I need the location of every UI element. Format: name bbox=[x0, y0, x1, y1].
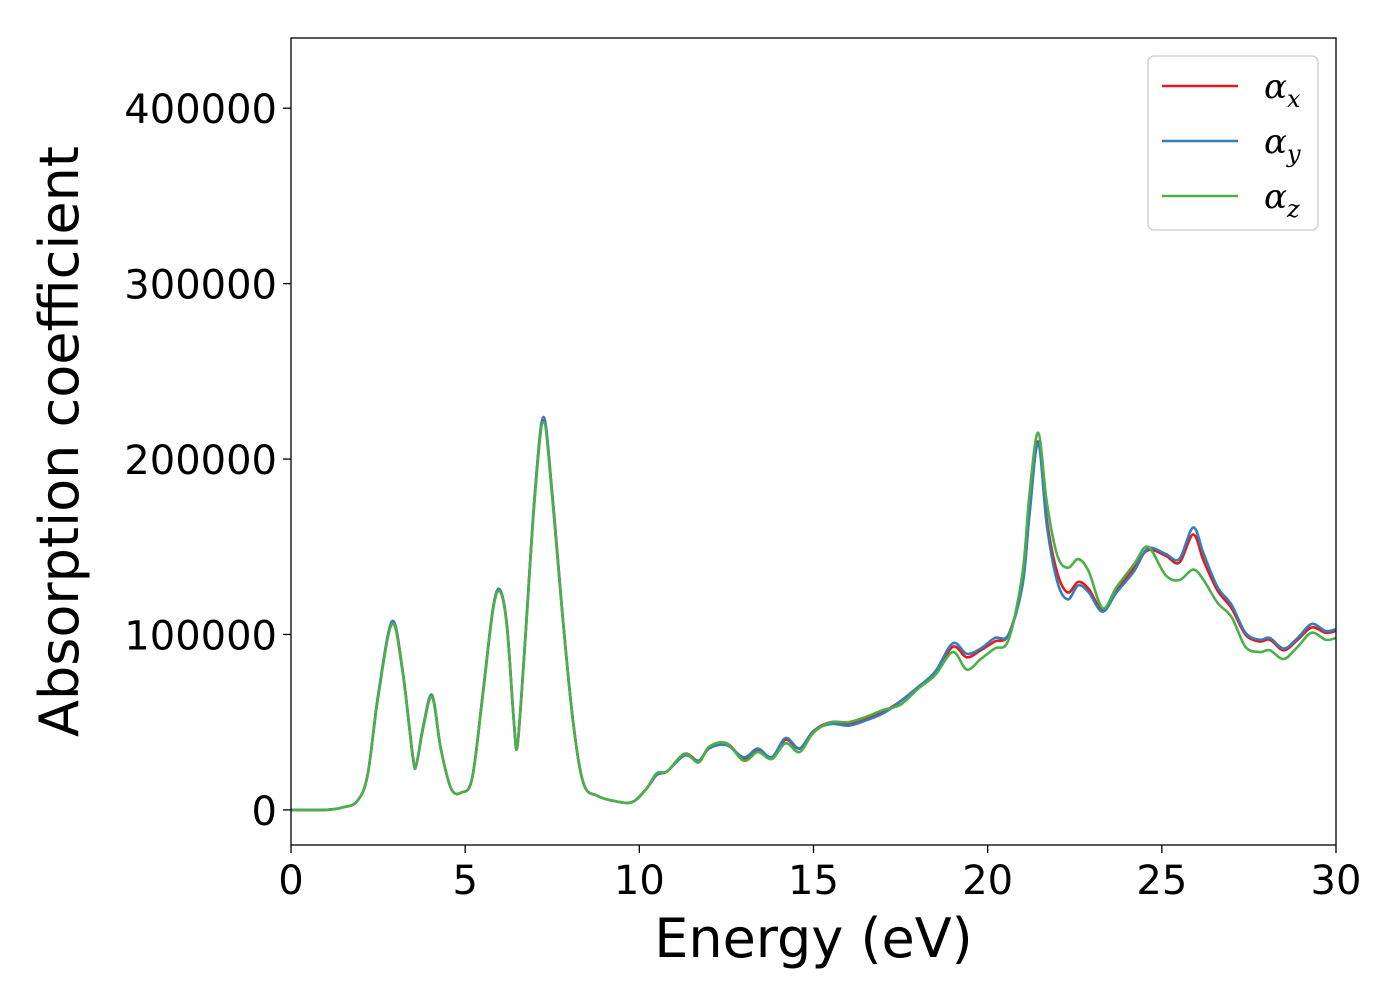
y-tick-label: 0 bbox=[252, 789, 277, 835]
series-layer bbox=[290, 415, 1337, 812]
y-axis-ticks: 0 100000 200000 300000 400000 bbox=[124, 87, 291, 835]
legend-label-z: αz bbox=[1264, 177, 1300, 223]
x-tick-label: 30 bbox=[1311, 858, 1362, 904]
legend-label-x: αx bbox=[1264, 67, 1301, 113]
x-tick-label: 10 bbox=[614, 858, 665, 904]
x-axis-label: Energy (eV) bbox=[654, 907, 973, 970]
y-tick-label: 200000 bbox=[124, 438, 277, 484]
x-tick-label: 15 bbox=[788, 858, 839, 904]
legend-box bbox=[1147, 55, 1319, 231]
x-tick-label: 5 bbox=[452, 858, 477, 904]
legend-label-y: αy bbox=[1264, 122, 1301, 168]
y-tick-label: 100000 bbox=[124, 613, 277, 659]
x-tick-label: 0 bbox=[278, 858, 303, 904]
legend: αx αy αz bbox=[1147, 55, 1319, 231]
y-tick-label: 400000 bbox=[124, 87, 277, 133]
x-tick-label: 25 bbox=[1136, 858, 1187, 904]
y-tick-label: 300000 bbox=[124, 263, 277, 309]
y-axis-label: Absorption coefficient bbox=[28, 146, 91, 737]
series-line-y bbox=[290, 415, 1337, 812]
x-axis-ticks: 0 5 10 15 20 25 30 bbox=[278, 845, 1361, 904]
series-line-x bbox=[290, 419, 1337, 812]
x-tick-label: 20 bbox=[962, 858, 1013, 904]
series-line-z bbox=[290, 420, 1337, 812]
